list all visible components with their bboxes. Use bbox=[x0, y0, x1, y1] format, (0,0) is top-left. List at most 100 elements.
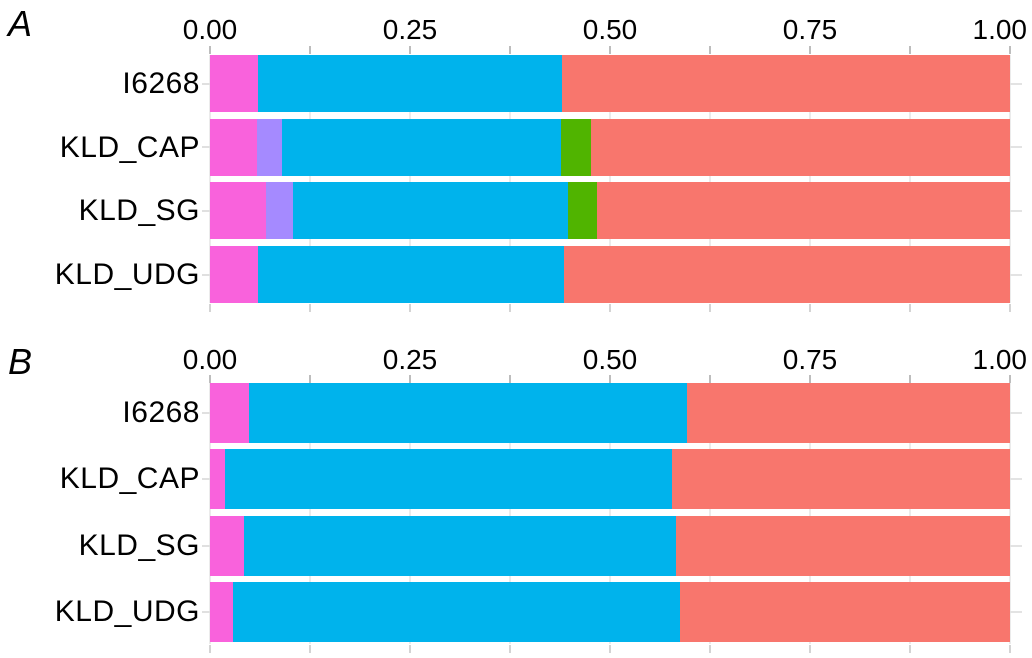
minor-gridline bbox=[909, 55, 911, 303]
x-axis-tick-label: 0.75 bbox=[782, 14, 838, 45]
stacked-bar-kld_sg bbox=[210, 182, 1010, 240]
y-axis-tick-mark bbox=[202, 82, 210, 85]
row-label-kld_sg: KLD_SG bbox=[78, 528, 200, 562]
bar-segment-kld_udg-component-red bbox=[564, 246, 1010, 304]
minor-gridline bbox=[509, 383, 511, 644]
row-label-kld_udg: KLD_UDG bbox=[54, 594, 200, 628]
panel-b-plot: 0.00 0.25 0.50 0.75 1.00 I6268 KLD_CAP KLD_SG KL… bbox=[0, 326, 1032, 658]
y-axis-tick-mark bbox=[202, 412, 210, 414]
bar-segment-i6268-component-red bbox=[562, 55, 1010, 112]
x-axis-tick-mark-bottom bbox=[609, 304, 611, 312]
x-axis-tick-mark-top bbox=[309, 375, 311, 383]
bar-segment-kld_udg-component-pink bbox=[210, 581, 234, 642]
bar-segment-kld_udg-component-pink bbox=[210, 246, 258, 304]
row-label-i6268: I6268 bbox=[122, 67, 200, 100]
minor-gridline bbox=[409, 383, 411, 644]
bar-segment-kld_udg-component-blue bbox=[258, 246, 565, 304]
x-axis-tick-mark-bottom bbox=[709, 304, 711, 312]
minor-gridline bbox=[709, 383, 711, 644]
minor-gridline bbox=[909, 383, 911, 644]
bar-segment-kld_sg-component-green bbox=[568, 182, 598, 240]
x-axis-tick-label: 0.25 bbox=[382, 14, 438, 45]
x-axis-tick-label: 0.75 bbox=[782, 344, 838, 375]
x-axis-tick-mark-top bbox=[309, 46, 311, 54]
minor-gridline bbox=[409, 55, 411, 303]
x-axis-tick-label: 1.00 bbox=[972, 344, 1028, 375]
x-axis-tick-label: 0.00 bbox=[182, 14, 238, 45]
x-axis-tick-mark-bottom bbox=[609, 645, 611, 653]
x-axis-tick-mark-bottom bbox=[509, 645, 511, 653]
row-gridline-end bbox=[1010, 610, 1022, 613]
bar-segment-kld_cap-component-green bbox=[561, 118, 591, 176]
row-label-kld_sg: KLD_SG bbox=[78, 194, 200, 228]
row-gridline-end bbox=[1010, 146, 1022, 149]
minor-gridline bbox=[809, 383, 811, 644]
bar-segment-kld_sg-component-pink bbox=[210, 515, 245, 576]
x-axis-tick-mark-top bbox=[509, 46, 511, 54]
bar-segment-kld_sg-component-red bbox=[676, 515, 1010, 576]
bar-segment-kld_sg-component-purple bbox=[266, 182, 294, 240]
bar-segment-i6268-component-blue bbox=[258, 55, 562, 112]
panel-a-plot: 0.00 0.25 0.50 0.75 1.00 I6268 KLD_CAP KLD_SG KL… bbox=[0, 0, 1032, 326]
bar-segment-kld_cap-component-red bbox=[671, 449, 1010, 510]
row-label-i6268: I6268 bbox=[122, 396, 200, 429]
x-axis-tick-mark-bottom bbox=[309, 304, 311, 312]
minor-gridline bbox=[309, 383, 311, 644]
row-label-kld_cap: KLD_CAP bbox=[59, 462, 200, 496]
stacked-bar-kld_udg bbox=[210, 246, 1010, 304]
x-axis-tick-mark-bottom bbox=[409, 304, 411, 312]
minor-gridline bbox=[309, 55, 311, 303]
stacked-bar-i6268 bbox=[210, 383, 1010, 443]
stacked-bar-kld_sg bbox=[210, 515, 1010, 576]
x-axis-tick-mark-top bbox=[509, 375, 511, 383]
x-axis-tick-label: 0.25 bbox=[382, 344, 438, 375]
x-axis-tick-mark-top bbox=[609, 46, 611, 54]
bar-segment-i6268-component-pink bbox=[210, 383, 250, 443]
bar-segment-i6268-component-pink bbox=[210, 55, 258, 112]
x-axis-tick-label: 0.50 bbox=[582, 14, 638, 45]
row-gridline-end bbox=[1010, 412, 1022, 414]
minor-gridline bbox=[809, 55, 811, 303]
minor-gridline bbox=[509, 55, 511, 303]
minor-gridline bbox=[209, 383, 211, 644]
y-axis-tick-mark bbox=[202, 478, 210, 481]
bar-segment-i6268-component-red bbox=[686, 383, 1010, 443]
x-axis-tick-mark-bottom bbox=[709, 645, 711, 653]
minor-gridline bbox=[609, 383, 611, 644]
minor-gridline bbox=[709, 55, 711, 303]
bar-segment-kld_cap-component-blue bbox=[225, 449, 672, 510]
bar-segment-kld_sg-component-blue bbox=[293, 182, 569, 240]
x-axis-tick-label: 0.00 bbox=[182, 344, 238, 375]
x-axis-tick-mark-bottom bbox=[809, 304, 811, 312]
stacked-bar-kld_cap bbox=[210, 449, 1010, 510]
x-axis-tick-mark-bottom bbox=[909, 645, 911, 653]
y-axis-tick-mark bbox=[202, 146, 210, 149]
x-axis-tick-mark-top bbox=[409, 46, 411, 54]
row-label-kld_cap: KLD_CAP bbox=[59, 130, 200, 164]
x-axis-tick-mark-bottom bbox=[209, 304, 211, 312]
x-axis-tick-mark-bottom bbox=[1009, 645, 1011, 653]
stacked-bar-i6268 bbox=[210, 55, 1010, 112]
x-axis-tick-mark-top bbox=[209, 375, 211, 383]
bar-segment-kld_udg-component-red bbox=[679, 581, 1010, 642]
bar-segment-kld_udg-component-blue bbox=[233, 581, 680, 642]
y-axis-tick-mark bbox=[202, 273, 210, 276]
panel-b-label: B bbox=[8, 341, 33, 382]
bar-segment-i6268-component-blue bbox=[249, 383, 687, 443]
bar-segment-kld_cap-component-pink bbox=[210, 118, 258, 176]
x-axis-tick-mark-top bbox=[409, 375, 411, 383]
bar-segment-kld_sg-component-pink bbox=[210, 182, 266, 240]
row-gridline-end bbox=[1010, 273, 1022, 276]
stacked-bar-kld_udg bbox=[210, 581, 1010, 642]
x-axis-tick-mark-bottom bbox=[309, 645, 311, 653]
panel-a: A 0.00 0.25 0.50 0.75 1.00 I6268 KLD_CAP KLD_SG… bbox=[0, 0, 1032, 326]
y-axis-tick-mark bbox=[202, 209, 210, 212]
row-gridline-end bbox=[1010, 209, 1022, 212]
x-axis-tick-mark-bottom bbox=[909, 304, 911, 312]
minor-gridline bbox=[1009, 383, 1011, 644]
bar-segment-kld_cap-component-pink bbox=[210, 449, 226, 510]
x-axis-tick-mark-top bbox=[909, 375, 911, 383]
x-axis-tick-mark-bottom bbox=[209, 645, 211, 653]
minor-gridline bbox=[209, 55, 211, 303]
x-axis-tick-mark-bottom bbox=[809, 645, 811, 653]
